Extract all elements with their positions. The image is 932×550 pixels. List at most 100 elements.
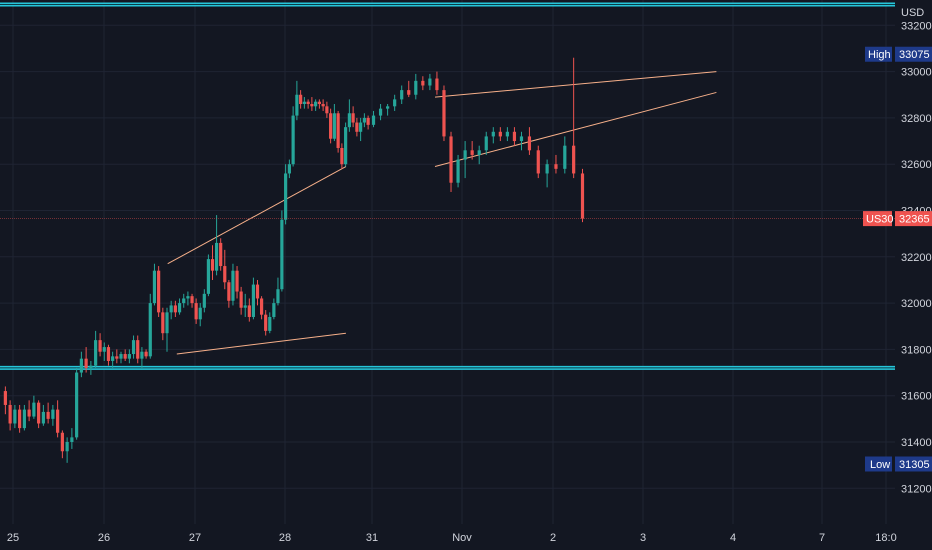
grid [0,0,895,524]
candle-body [152,270,157,304]
price-tick-label: 33000 [901,67,932,79]
candle-body [169,305,173,313]
candle-body [325,106,329,114]
time-axis[interactable]: 25 26 27 28 31 Nov 2 3 4 7 18:0 [0,524,932,550]
candle-body [111,356,115,361]
trendlines[interactable] [167,71,717,355]
time-tick-label: 28 [279,532,291,544]
trendline[interactable] [434,91,717,167]
high-value: 33075 [899,49,930,61]
low-label: Low [870,459,890,471]
candle-body [428,78,432,86]
time-tick-label: 18:0 [875,532,896,544]
candle-body [491,131,495,137]
candle-body [317,101,321,105]
candle-body [190,296,194,304]
time-tick-label: 4 [730,532,736,544]
candle-body [400,90,404,100]
candles [3,57,585,463]
low-label-box [865,456,892,472]
candle-body [194,303,198,320]
candle-body [505,131,509,137]
last-price-box [895,211,932,227]
candle-body [340,147,344,165]
candle-body [477,150,481,155]
candle-body [359,122,363,132]
trendline[interactable] [434,71,717,98]
candle-body [378,108,383,116]
candle-body [545,164,549,174]
horizontal-levels[interactable] [0,2,895,370]
trendline[interactable] [176,332,346,355]
candle-body [165,312,169,334]
candle-body [210,259,215,271]
time-tick-label: 3 [640,532,646,544]
candle-body [84,358,88,368]
candle-body [336,113,340,148]
candle-body [136,340,140,359]
candle-body [580,173,585,219]
candle-body [131,340,136,355]
candle-body [527,136,532,151]
candle-body [182,298,186,304]
price-tick-label: 32800 [901,113,932,125]
candle-body [144,351,148,357]
candle-body [18,409,22,429]
candle-body [344,127,348,165]
price-tick-label: 33200 [901,20,932,32]
candle-body [37,402,41,424]
candle-body [284,173,288,220]
candle-body [463,150,467,160]
candle-body [46,411,50,419]
candle-body [8,404,12,424]
candle-body [123,354,127,359]
candle-body [386,106,390,109]
candle-body [470,150,474,155]
candle-body [65,442,69,452]
candle-body [251,284,256,317]
candle-body [79,358,83,373]
candle-body [295,94,299,116]
candle-body [314,101,318,107]
last-price-value: 32365 [899,214,930,226]
candle-body [255,284,260,299]
candle-body [161,312,165,334]
price-tick-label: 31800 [901,344,932,356]
last-price-badge: US30 32365 [863,211,932,227]
trendline[interactable] [167,166,347,265]
low-value-box [895,456,932,472]
candle-body [306,101,310,105]
price-tick-label: 32600 [901,159,932,171]
candle-body [329,113,333,139]
symbol-label-box [863,211,892,227]
candle-body [98,340,102,352]
candle-body [3,391,7,405]
time-tick-label: 26 [98,532,110,544]
candle-body [227,282,231,301]
candle-body [484,136,488,151]
candle-body [186,296,190,299]
candle-body [115,356,119,359]
candle-body [264,314,268,331]
candle-body [173,305,177,313]
candle-body [512,131,517,142]
candle-body [235,270,239,292]
candle-body [393,99,397,107]
candle-body [371,115,376,125]
candle-body [366,117,370,125]
candle-body [60,432,64,452]
candle-body [243,305,247,308]
candle-body [456,159,460,183]
candle-body [321,104,325,107]
price-tick-label: 31400 [901,437,932,449]
candle-body [247,305,251,317]
candle-body [119,354,123,359]
time-tick-label: 7 [819,532,825,544]
candle-body [302,101,306,105]
low-value: 31305 [899,459,930,471]
candle-body [272,303,276,317]
candle-body [140,351,144,359]
candle-body [407,90,411,95]
